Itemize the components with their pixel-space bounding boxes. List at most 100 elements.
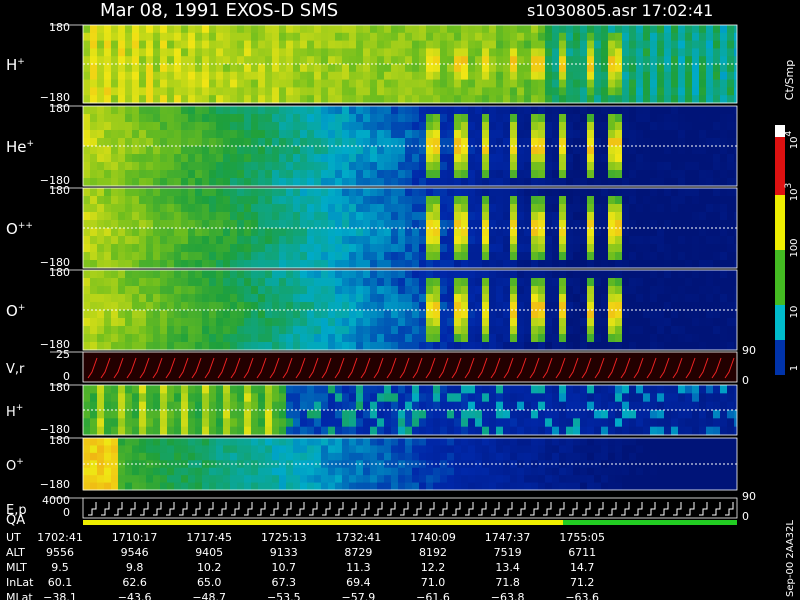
spectrogram-cell: [503, 244, 510, 253]
spectrogram-cell: [237, 106, 244, 115]
spectrogram-cell: [629, 318, 636, 327]
spectrogram-cell: [384, 138, 391, 147]
spectrogram-cell: [125, 401, 132, 411]
spectrogram-cell: [720, 236, 727, 245]
spectrogram-cell: [160, 196, 167, 205]
spectrogram-cell: [545, 452, 552, 461]
spectrogram-cell: [97, 40, 104, 49]
spectrogram-cell: [685, 294, 692, 303]
spectrogram-cell: [608, 64, 615, 73]
spectrogram-cell: [587, 146, 594, 155]
spectrogram-cell: [272, 438, 279, 446]
spectrogram-cell: [349, 71, 356, 81]
spectrogram-cell: [636, 342, 643, 351]
spectrogram-cell: [664, 220, 671, 229]
spectrogram-cell: [265, 87, 272, 96]
spectrogram-cell: [566, 130, 573, 139]
spectrogram-cell: [342, 106, 349, 115]
spectrogram-cell: [251, 260, 258, 269]
spectrogram-cell: [146, 220, 153, 229]
spectrogram-cell: [111, 475, 118, 484]
spectrogram-cell: [412, 228, 419, 237]
spectrogram-cell: [643, 212, 650, 221]
spectrogram-cell: [482, 475, 489, 484]
spectrogram-cell: [405, 426, 412, 436]
spectrogram-cell: [279, 64, 286, 73]
spectrogram-cell: [713, 385, 720, 394]
spectrogram-cell: [384, 25, 391, 34]
spectrogram-cell: [398, 146, 405, 155]
spectrogram-cell: [307, 204, 314, 213]
spectrogram-cell: [265, 138, 272, 147]
spectrogram-cell: [97, 270, 104, 279]
spectrogram-cell: [433, 342, 440, 351]
spectrogram-cell: [223, 385, 230, 394]
spectrogram-cell: [545, 286, 552, 295]
spectrogram-cell: [440, 48, 447, 57]
spectrogram-cell: [209, 410, 216, 419]
spectrogram-cell: [146, 212, 153, 221]
spectrogram-cell: [468, 294, 475, 303]
spectrogram-cell: [363, 79, 370, 88]
spectrogram-cell: [664, 286, 671, 295]
spectrogram-cell: [517, 294, 524, 303]
spectrogram-cell: [384, 212, 391, 221]
spectrogram-cell: [272, 130, 279, 139]
spectrogram-cell: [496, 56, 503, 65]
spectrogram-cell: [230, 212, 237, 221]
spectrogram-cell: [251, 122, 258, 131]
spectrogram-cell: [692, 32, 699, 42]
spectrogram-cell: [692, 286, 699, 295]
spectrogram-cell: [566, 212, 573, 221]
spectrogram-cell: [377, 48, 384, 57]
spectrogram-cell: [279, 188, 286, 197]
spectrogram-cell: [727, 401, 734, 411]
spectrogram-cell: [258, 162, 265, 171]
spectrogram-cell: [531, 445, 538, 454]
spectrogram-cell: [300, 278, 307, 287]
spectrogram-cell: [321, 87, 328, 96]
spectrogram-cell: [384, 79, 391, 88]
spectrogram-cell: [335, 318, 342, 327]
spectrogram-cell: [566, 260, 573, 269]
spectrogram-cell: [517, 393, 524, 403]
spectrogram-cell: [125, 162, 132, 171]
spectrogram-cell: [664, 25, 671, 34]
spectrogram-cell: [601, 106, 608, 115]
spectrogram-cell: [160, 220, 167, 229]
spectrogram-cell: [167, 445, 174, 454]
spectrogram-cell: [209, 212, 216, 221]
spectrogram-cell: [615, 252, 622, 261]
spectrogram-cell: [195, 318, 202, 327]
spectrogram-cell: [552, 385, 559, 394]
spectrogram-cell: [314, 334, 321, 343]
spectrogram-cell: [300, 418, 307, 428]
spectrogram-cell: [706, 228, 713, 237]
spectrogram-cell: [160, 310, 167, 319]
spectrogram-cell: [286, 294, 293, 303]
spectrogram-cell: [426, 244, 433, 253]
spectrogram-cell: [363, 32, 370, 42]
spectrogram-cell: [559, 228, 566, 237]
spectrogram-cell: [524, 342, 531, 351]
spectrogram-cell: [510, 318, 517, 327]
spectrogram-cell: [657, 318, 664, 327]
spectrogram-cell: [97, 64, 104, 73]
spectrogram-cell: [111, 401, 118, 411]
spectrogram-cell: [489, 162, 496, 171]
spectrogram-cell: [622, 334, 629, 343]
spectrogram-cell: [349, 401, 356, 411]
spectrogram-cell: [174, 40, 181, 49]
spectrogram-cell: [510, 122, 517, 131]
spectrogram-cell: [608, 385, 615, 394]
spectrogram-cell: [265, 482, 272, 491]
spectrogram-cell: [293, 467, 300, 476]
spectrogram-cell: [279, 220, 286, 229]
spectrogram-cell: [734, 236, 737, 245]
spectrogram-cell: [153, 482, 160, 491]
spectrogram-cell: [433, 270, 440, 279]
spectrogram-cell: [699, 220, 706, 229]
spectrogram-cell: [608, 40, 615, 49]
spectrogram-cell: [314, 170, 321, 179]
spectrogram-cell: [664, 438, 671, 446]
